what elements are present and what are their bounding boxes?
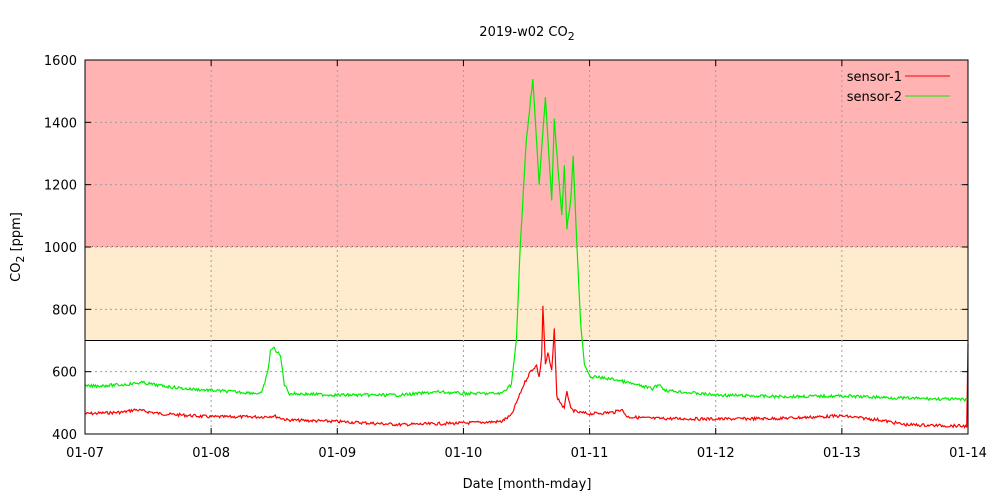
y-axis-label: CO2 [ppm]	[9, 212, 27, 282]
x-tick-label: 01-10	[445, 446, 483, 461]
x-tick-label: 01-13	[823, 446, 861, 461]
chart-title: 2019-w02 CO2	[479, 25, 574, 43]
y-tick-label: 1000	[44, 241, 77, 256]
threshold-band-0	[85, 60, 968, 247]
legend: sensor-1 sensor-2	[847, 70, 950, 105]
series-line-sensor-2	[84, 79, 969, 403]
legend-label-sensor-1: sensor-1	[847, 70, 902, 85]
x-tick-label: 01-14	[949, 446, 987, 461]
x-tick-label: 01-11	[571, 446, 609, 461]
y-tick-label: 600	[52, 366, 77, 381]
x-tick-label: 01-07	[66, 446, 104, 461]
y-tick-label: 1400	[44, 116, 77, 131]
y-tick-label: 1600	[44, 54, 77, 69]
y-tick-label: 400	[52, 428, 77, 443]
x-tick-label: 01-08	[192, 446, 230, 461]
legend-label-sensor-2: sensor-2	[847, 90, 902, 105]
y-tick-label: 1200	[44, 179, 77, 194]
threshold-band-1	[85, 247, 968, 341]
series-line-sensor-1	[84, 305, 969, 429]
y-tick-label: 800	[52, 303, 77, 318]
x-axis-label: Date [month-mday]	[463, 477, 592, 492]
x-tick-label: 01-09	[318, 446, 356, 461]
x-tick-label: 01-12	[697, 446, 735, 461]
